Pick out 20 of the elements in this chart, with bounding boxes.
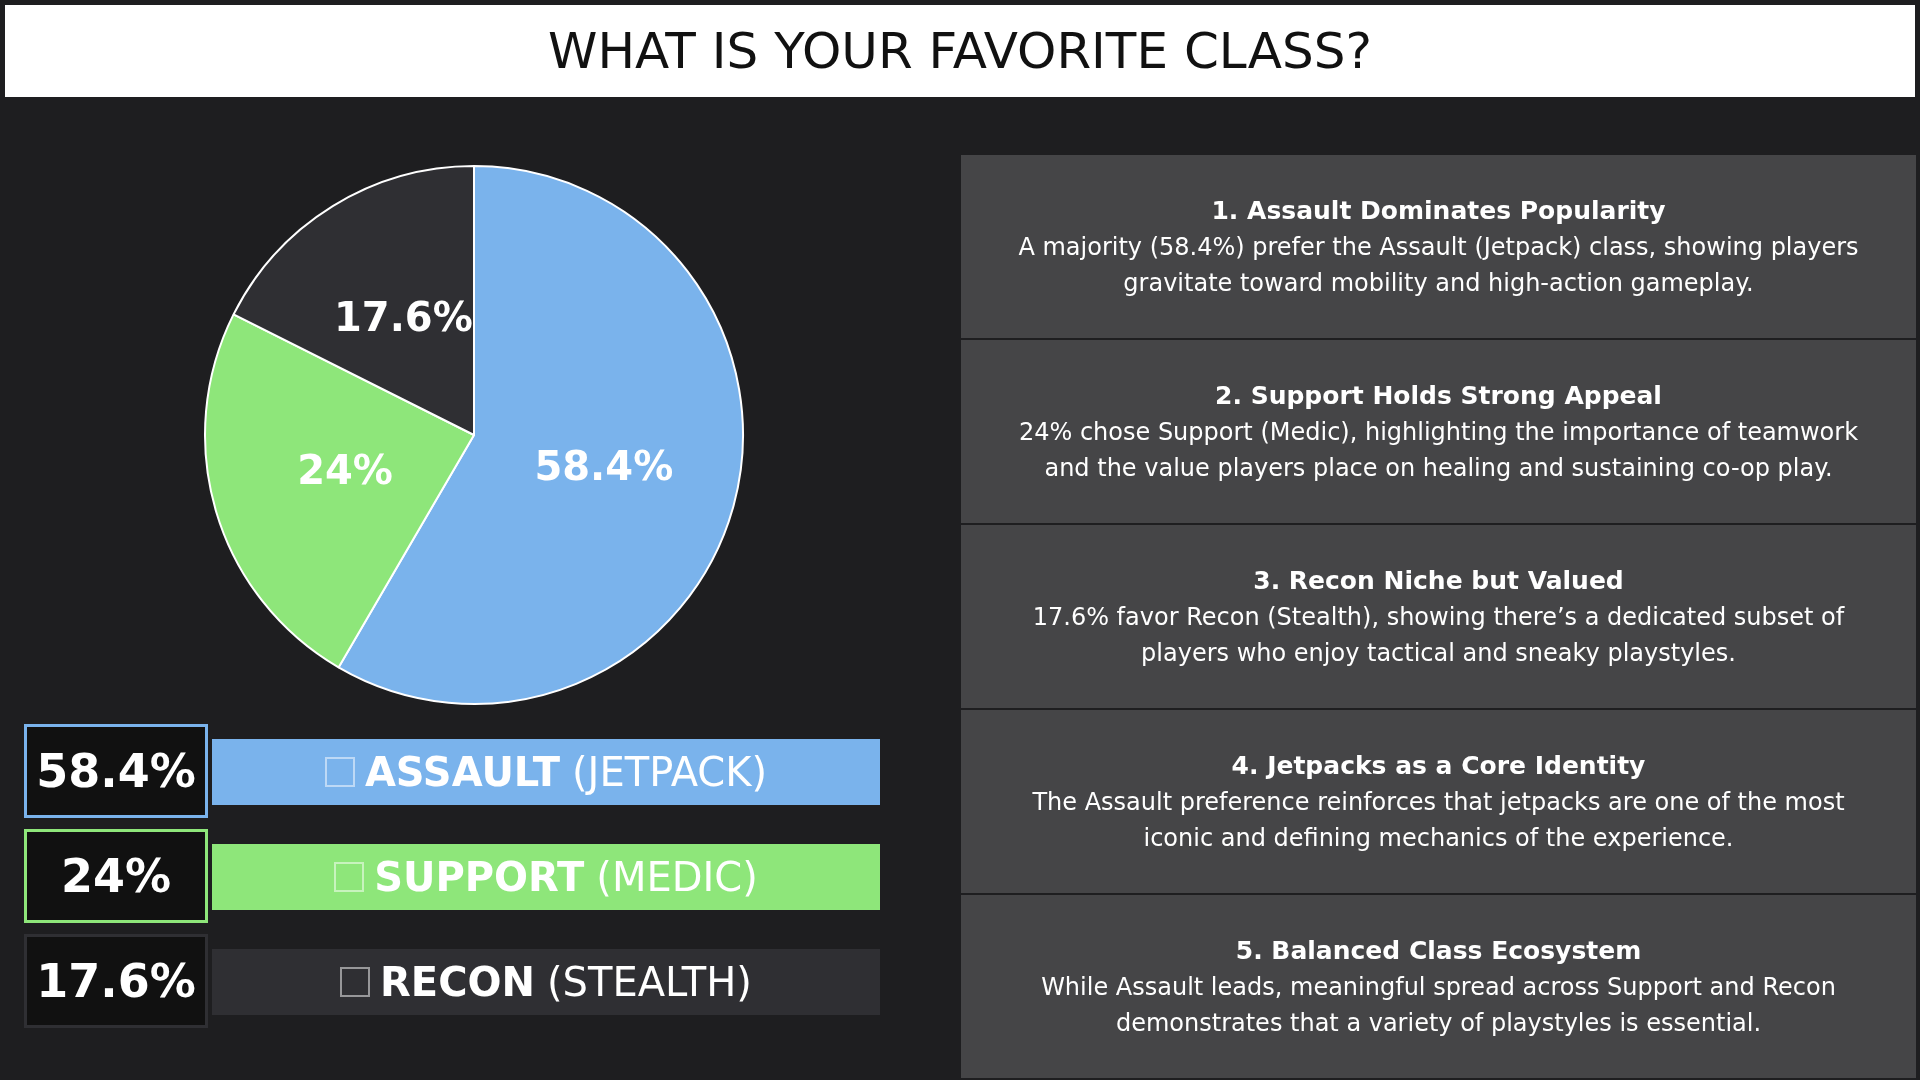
text: 24% <box>60 849 172 903</box>
text: The Assault preference reinforces that jetpacks are one of the most iconic and defining mechanics of the experience. <box>1031 786 1846 854</box>
text: 17.6% favor Recon (Stealth), showing there’s a dedicated subset of players who enjoy tactical and sneaky playstyles. <box>1031 601 1846 669</box>
legend-label: RECON (STEALTH) <box>212 949 880 1015</box>
text: A majority (58.4%) prefer the Assault (Jetpack) class, showing players gravitate toward mobility and high-action gameplay. <box>1017 231 1860 299</box>
legend-label: ASSAULT (JETPACK) <box>212 739 880 805</box>
text: 24% chose Support (Medic), highlighting the importance of teamwork and the value players place on healing and sustaining co-op play. <box>1017 416 1860 484</box>
text: 4. Jetpacks as a Core Identity <box>1230 749 1647 782</box>
text: 1. Assault Dominates Popularity <box>1210 194 1667 227</box>
data-label: 24% <box>297 446 393 493</box>
legend-label: SUPPORT (MEDIC) <box>212 844 880 910</box>
text: While Assault leads, meaningful spread across Support and Recon demonstrates that a variety of playstyles is essential. <box>1040 971 1837 1039</box>
text: WHAT IS YOUR FAVORITE CLASS? <box>5 5 1915 97</box>
data-label: 17.6% <box>333 293 473 340</box>
data-label: 58.4% <box>534 443 674 490</box>
text: 5. Balanced Class Ecosystem <box>1234 934 1643 967</box>
text: 58.4% <box>36 744 196 798</box>
text: 3. Recon Niche but Valued <box>1252 564 1625 597</box>
text: 2. Support Holds Strong Appeal <box>1214 379 1663 412</box>
text: 17.6% <box>36 954 196 1008</box>
